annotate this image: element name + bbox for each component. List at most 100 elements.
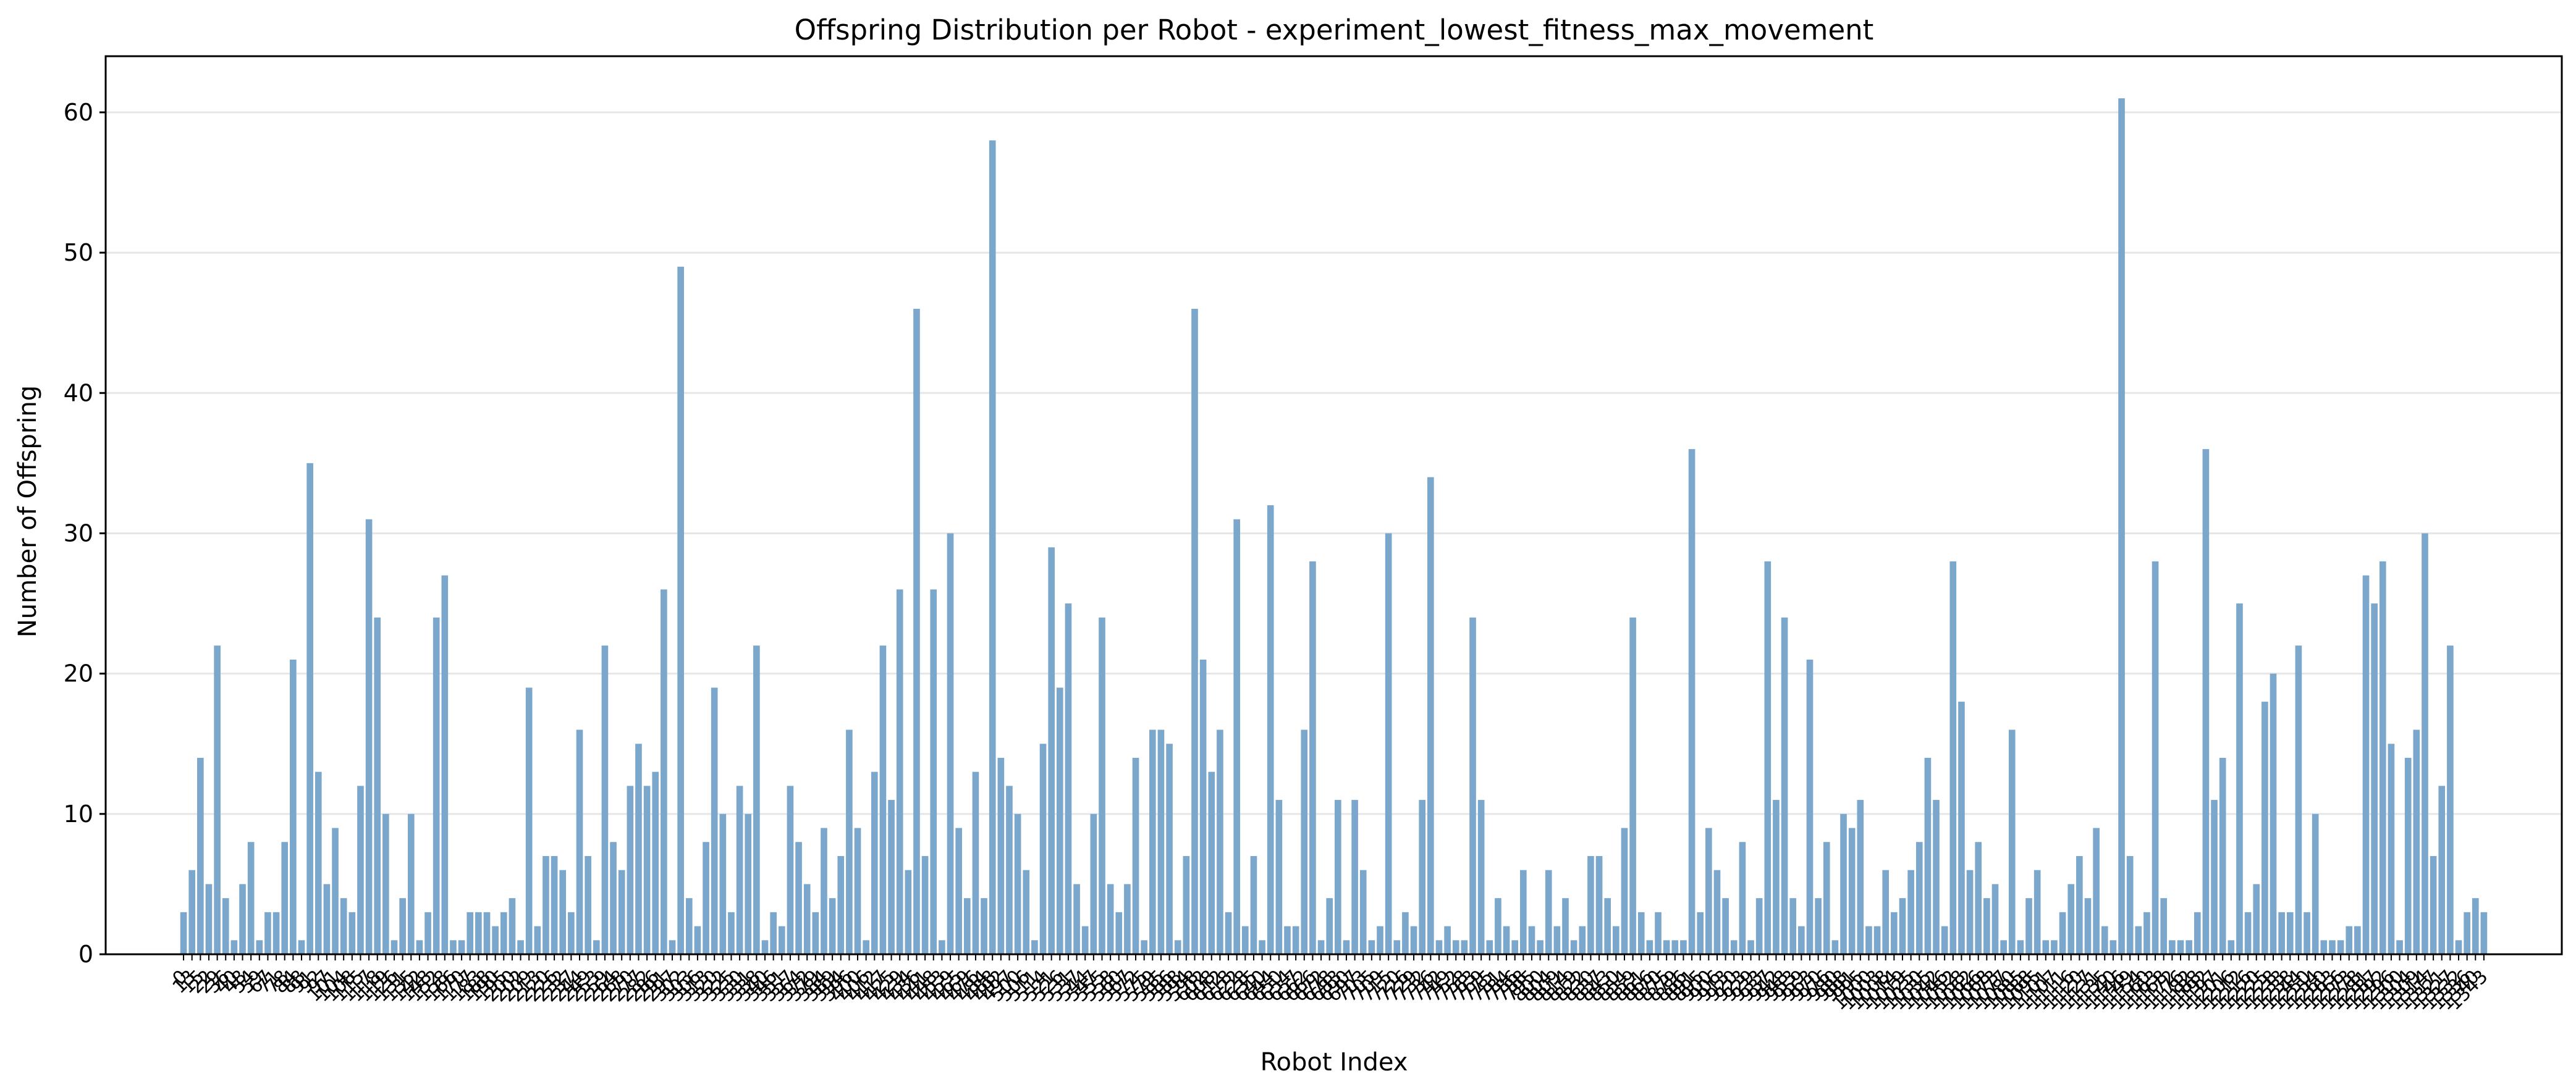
bar bbox=[1562, 898, 1569, 954]
bar bbox=[1747, 940, 1754, 954]
bar bbox=[2236, 603, 2243, 954]
bar bbox=[1241, 926, 1249, 954]
bar bbox=[1730, 940, 1738, 954]
bar bbox=[1326, 898, 1333, 954]
bar bbox=[407, 813, 415, 954]
bar bbox=[2059, 912, 2066, 954]
bar bbox=[1284, 926, 1291, 954]
bar bbox=[2160, 898, 2168, 954]
bar bbox=[2143, 912, 2150, 954]
bar bbox=[1039, 744, 1047, 954]
bar bbox=[450, 940, 457, 954]
bar bbox=[1385, 533, 1392, 954]
bar bbox=[458, 940, 465, 954]
bar bbox=[475, 912, 482, 954]
bar bbox=[2354, 926, 2361, 954]
bar bbox=[416, 940, 423, 954]
bar bbox=[837, 855, 845, 954]
bar bbox=[1208, 771, 1215, 954]
bar bbox=[2025, 898, 2032, 954]
bar bbox=[306, 463, 313, 954]
bar bbox=[1461, 940, 1468, 954]
bar bbox=[2177, 940, 2184, 954]
bar bbox=[467, 912, 474, 954]
bar bbox=[1671, 940, 1679, 954]
bar bbox=[247, 842, 255, 954]
bar bbox=[1840, 813, 1847, 954]
bar bbox=[829, 898, 836, 954]
bar bbox=[2219, 757, 2226, 954]
bar bbox=[1115, 912, 1123, 954]
y-tick-label: 60 bbox=[64, 99, 93, 126]
bar bbox=[863, 940, 869, 954]
bar bbox=[728, 912, 735, 954]
bar bbox=[846, 729, 853, 954]
bar bbox=[2253, 884, 2260, 954]
bar bbox=[1991, 884, 1999, 954]
bar bbox=[2362, 575, 2370, 954]
bar bbox=[1031, 940, 1038, 954]
bar bbox=[2202, 449, 2210, 954]
bar bbox=[2084, 898, 2092, 954]
bar bbox=[2017, 940, 2024, 954]
bar bbox=[568, 912, 575, 954]
bar bbox=[1183, 855, 1190, 954]
bar bbox=[1831, 940, 1839, 954]
bar bbox=[1975, 842, 1982, 954]
bar bbox=[2093, 828, 2100, 954]
bar bbox=[972, 771, 979, 954]
bar bbox=[1646, 940, 1653, 954]
bar bbox=[2033, 870, 2041, 954]
y-tick-label: 0 bbox=[78, 941, 93, 968]
y-tick-label: 40 bbox=[64, 379, 93, 406]
y-tick-label: 50 bbox=[64, 239, 93, 266]
bar bbox=[585, 855, 591, 954]
bar bbox=[930, 589, 937, 954]
bar bbox=[2329, 940, 2336, 954]
bar bbox=[854, 828, 861, 954]
bar bbox=[1469, 617, 1476, 954]
bar bbox=[1359, 870, 1367, 954]
bar bbox=[2430, 855, 2437, 954]
bar bbox=[896, 589, 903, 954]
bar bbox=[703, 842, 709, 954]
bar bbox=[1637, 912, 1645, 954]
bar bbox=[719, 813, 727, 954]
bar bbox=[770, 912, 777, 954]
bar bbox=[424, 912, 431, 954]
bar bbox=[1124, 884, 1131, 954]
bar bbox=[1933, 800, 1940, 954]
bar bbox=[1815, 898, 1822, 954]
bar bbox=[879, 645, 887, 954]
bar bbox=[1873, 926, 1881, 954]
plot-frame bbox=[104, 55, 2563, 956]
bar bbox=[2244, 912, 2252, 954]
bar bbox=[1073, 884, 1080, 954]
bar bbox=[1511, 940, 1519, 954]
bar bbox=[239, 884, 246, 954]
bar bbox=[180, 912, 187, 954]
bar bbox=[382, 813, 389, 954]
bar bbox=[1865, 926, 1872, 954]
bar bbox=[1570, 940, 1577, 954]
bar bbox=[1520, 870, 1527, 954]
bar bbox=[433, 617, 440, 954]
bar bbox=[627, 786, 634, 954]
bar bbox=[913, 308, 920, 954]
bar bbox=[1292, 926, 1299, 954]
bar bbox=[2396, 940, 2403, 954]
bar bbox=[1267, 505, 1274, 954]
bar bbox=[1503, 926, 1510, 954]
bar bbox=[761, 940, 769, 954]
bar bbox=[534, 926, 541, 954]
bar bbox=[1435, 940, 1443, 954]
bar bbox=[1773, 800, 1780, 954]
bar bbox=[1907, 870, 1914, 954]
bar bbox=[1309, 561, 1316, 954]
bar bbox=[2455, 940, 2462, 954]
bar bbox=[374, 617, 381, 954]
bar bbox=[1604, 898, 1611, 954]
bar bbox=[1444, 926, 1451, 954]
bar bbox=[1048, 547, 1055, 954]
